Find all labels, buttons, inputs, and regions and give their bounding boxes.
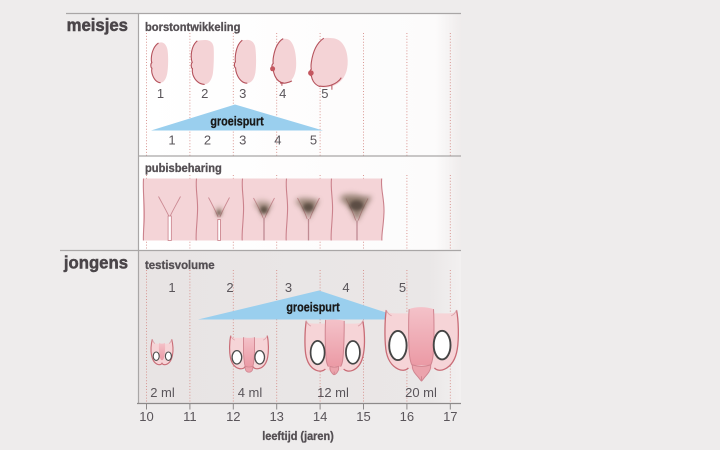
svg-text:12: 12 xyxy=(226,409,240,424)
svg-text:13: 13 xyxy=(269,409,283,424)
svg-text:2: 2 xyxy=(201,86,208,101)
svg-text:testisvolume: testisvolume xyxy=(145,259,215,272)
svg-text:10: 10 xyxy=(139,409,153,424)
svg-text:1: 1 xyxy=(157,86,164,101)
svg-text:1: 1 xyxy=(168,133,175,148)
svg-text:meisjes: meisjes xyxy=(67,14,128,35)
svg-text:5: 5 xyxy=(321,86,328,101)
svg-text:12 ml: 12 ml xyxy=(317,385,349,400)
svg-text:3: 3 xyxy=(285,280,292,295)
svg-text:15: 15 xyxy=(356,409,370,424)
svg-text:pubisbeharing: pubisbeharing xyxy=(145,163,222,175)
svg-text:3: 3 xyxy=(239,86,246,101)
svg-text:16: 16 xyxy=(400,409,414,424)
svg-text:4: 4 xyxy=(342,280,349,295)
svg-text:11: 11 xyxy=(183,409,197,424)
svg-text:5: 5 xyxy=(310,133,317,148)
svg-text:4 ml: 4 ml xyxy=(238,385,263,400)
svg-text:4: 4 xyxy=(279,86,286,101)
svg-text:leeftijd (jaren): leeftijd (jaren) xyxy=(262,431,334,444)
svg-text:1: 1 xyxy=(168,280,175,295)
svg-text:14: 14 xyxy=(313,409,327,424)
svg-text:4: 4 xyxy=(274,133,281,148)
svg-text:groeispurt: groeispurt xyxy=(210,114,263,129)
svg-text:jongens: jongens xyxy=(63,252,128,273)
svg-text:5: 5 xyxy=(399,280,406,295)
svg-text:2: 2 xyxy=(226,280,233,295)
svg-text:2: 2 xyxy=(204,133,211,148)
svg-text:3: 3 xyxy=(239,133,246,148)
svg-text:2 ml: 2 ml xyxy=(150,385,175,400)
svg-text:17: 17 xyxy=(443,409,457,424)
svg-text:20 ml: 20 ml xyxy=(405,385,437,400)
svg-text:borstontwikkeling: borstontwikkeling xyxy=(145,22,240,34)
svg-text:groeispurt: groeispurt xyxy=(286,300,339,315)
